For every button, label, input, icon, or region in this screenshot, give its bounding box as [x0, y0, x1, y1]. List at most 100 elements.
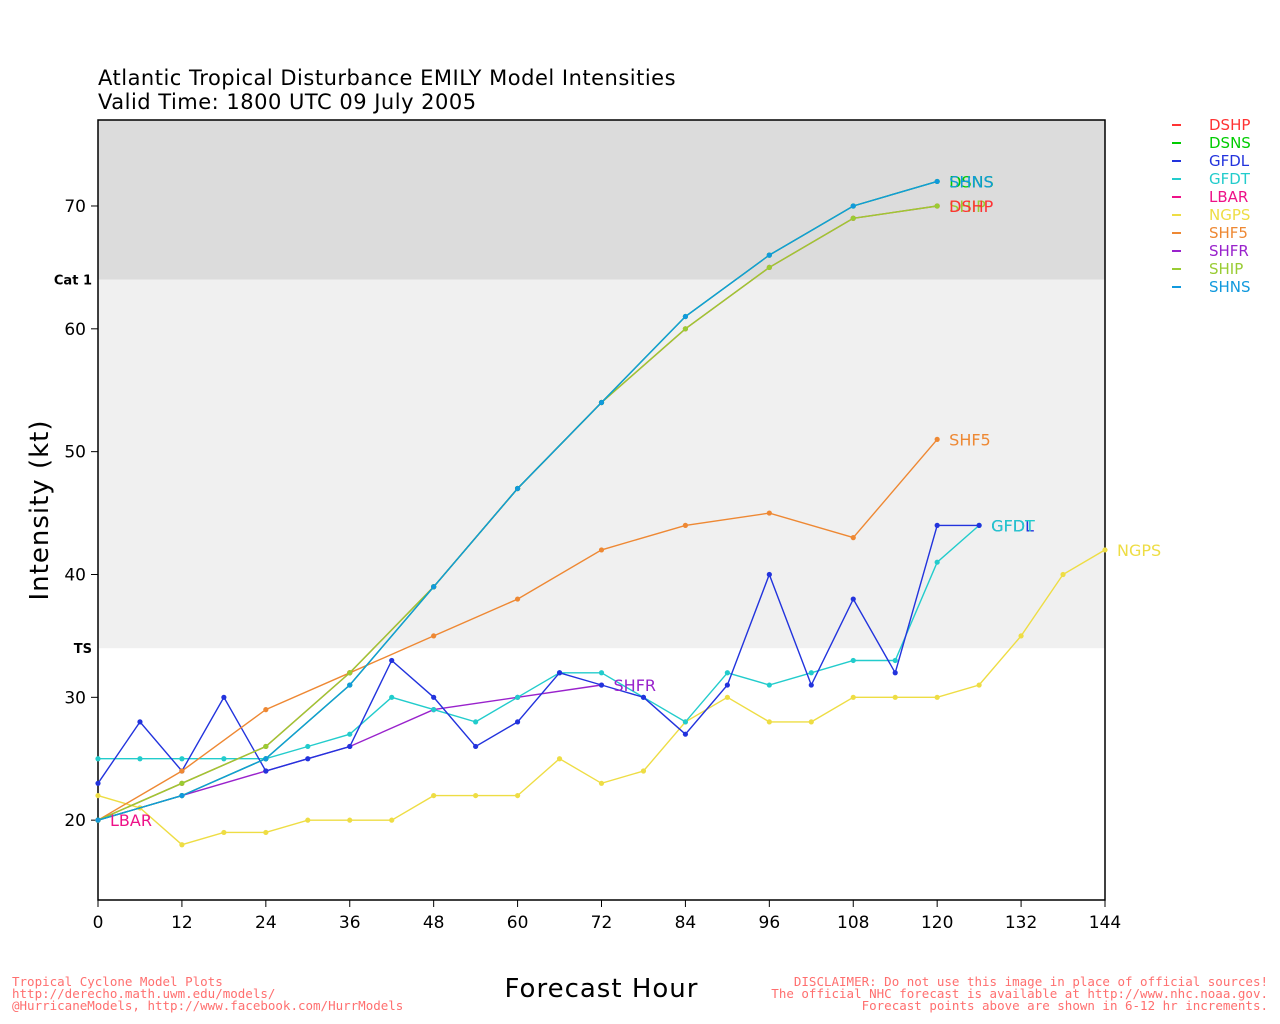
legend-item-shf5: SHF5 — [1172, 224, 1251, 242]
data-point-ngps — [598, 780, 605, 786]
data-point-gfdl — [934, 522, 940, 528]
y-tick-label: 70 — [64, 197, 86, 217]
x-tick-label: 24 — [255, 913, 277, 933]
legend-swatch — [1172, 250, 1181, 252]
legend-swatch — [1172, 268, 1181, 270]
series-line-shfr — [97, 684, 602, 821]
footer-credits: Tropical Cyclone Model Plots http://derec… — [12, 975, 404, 1013]
data-point-gfdl — [556, 670, 563, 676]
data-point-gfdl — [514, 719, 521, 725]
data-point-gfdl — [892, 670, 898, 676]
x-tick-label: 120 — [921, 913, 953, 933]
series-end-label: GFDT — [991, 516, 1035, 535]
data-point-shf5 — [850, 535, 856, 541]
x-tick-label: 84 — [675, 913, 697, 933]
legend-item-shfr: SHFR — [1172, 242, 1251, 260]
data-point-gfdt — [389, 694, 395, 700]
data-point-gfdl — [766, 571, 772, 578]
data-point-shf5 — [598, 547, 605, 553]
legend-label: SHF5 — [1209, 224, 1248, 242]
data-point-gfdl — [305, 756, 311, 762]
chart-subtitle: Valid Time: 1800 UTC 09 July 2005 — [98, 90, 477, 114]
data-point-gfdl — [263, 768, 269, 774]
legend-swatch — [1172, 124, 1181, 126]
legend-swatch — [1172, 286, 1181, 288]
data-point-shf5 — [766, 510, 772, 516]
data-point-ship — [682, 326, 689, 332]
x-tick-label: 96 — [759, 913, 781, 933]
legend-item-ngps: NGPS — [1172, 206, 1251, 224]
legend-item-gfdl: GFDL — [1172, 152, 1251, 170]
data-point-gfdt — [137, 756, 143, 762]
data-point-gfdl — [95, 780, 101, 786]
data-point-shns — [347, 682, 353, 688]
data-point-ngps — [808, 719, 814, 725]
data-point-gfdt — [347, 731, 353, 737]
data-point-shns — [682, 313, 689, 320]
tropical-storm-band — [98, 279, 1105, 649]
data-point-gfdl — [640, 694, 647, 700]
data-point-shf5 — [934, 436, 940, 442]
chart-title: Atlantic Tropical Disturbance EMILY Mode… — [98, 66, 677, 90]
data-point-gfdt — [934, 559, 940, 565]
footer-disclaimer-line: DISCLAIMER: Do not use this image in pla… — [793, 974, 1268, 989]
y-tick-label: 20 — [64, 811, 86, 831]
data-point-ngps — [934, 694, 940, 700]
legend-swatch — [1172, 232, 1181, 234]
data-point-ngps — [1018, 633, 1024, 639]
data-point-shf5 — [263, 707, 269, 713]
legend-label: SHFR — [1209, 242, 1249, 260]
footer-disclaimer: DISCLAIMER: Do not use this image in pla… — [771, 974, 1268, 1013]
data-point-ship — [850, 215, 856, 221]
footer-credits-line: @HurricaneModels, http://www.facebook.co… — [12, 998, 404, 1013]
x-tick-label: 0 — [93, 913, 104, 933]
data-point-gfdt — [431, 707, 437, 713]
data-point-gfdl — [850, 596, 856, 602]
y-tick-label: 50 — [64, 443, 86, 463]
data-point-ngps — [431, 792, 437, 799]
data-point-ship — [263, 743, 269, 750]
data-point-shf5 — [179, 768, 185, 774]
data-point-ngps — [305, 817, 311, 823]
legend-swatch — [1172, 142, 1181, 144]
data-point-ngps — [263, 829, 269, 836]
data-point-shns — [934, 178, 940, 185]
legend-label: GFDL — [1209, 152, 1250, 170]
footer-disclaimer-line: Forecast points above are shown in 6-12 … — [861, 998, 1268, 1013]
data-point-gfdl — [389, 657, 395, 664]
series-end-label: NGPS — [1117, 541, 1161, 560]
x-tick-label: 72 — [591, 913, 613, 933]
data-point-gfdl — [473, 743, 479, 750]
data-point-gfdt — [598, 670, 605, 676]
legend-item-ship: SHIP — [1172, 260, 1251, 278]
data-point-ngps — [766, 719, 772, 725]
data-point-gfdt — [724, 670, 730, 676]
series-end-label: DSHP — [949, 197, 994, 216]
data-point-gfdt — [892, 657, 898, 664]
data-point-ngps — [221, 829, 227, 836]
y-tick-label: 60 — [64, 320, 86, 340]
series-end-label: DSNS — [949, 172, 994, 191]
x-tick-label: 144 — [1089, 913, 1121, 933]
data-point-ngps — [473, 792, 479, 799]
legend-item-gfdt: GFDT — [1172, 170, 1251, 188]
series-end-label: SHIP — [949, 197, 986, 216]
data-point-shf5 — [514, 596, 521, 602]
x-tick-label: 48 — [423, 913, 445, 933]
data-point-ngps — [1102, 547, 1108, 553]
data-point-gfdt — [514, 694, 521, 700]
data-point-gfdt — [221, 756, 227, 762]
data-point-gfdl — [724, 682, 730, 688]
data-point-gfdl — [137, 719, 143, 725]
x-tick-label: 60 — [507, 913, 529, 933]
legend-item-lbar: LBAR — [1172, 188, 1251, 206]
x-tick-label: 132 — [1005, 913, 1037, 933]
data-point-gfdt — [95, 756, 101, 762]
data-point-ngps — [976, 682, 982, 688]
data-point-shns — [263, 756, 269, 762]
data-point-gfdt — [179, 756, 185, 762]
legend-label: NGPS — [1209, 206, 1251, 224]
data-point-gfdt — [682, 719, 689, 725]
legend-swatch — [1172, 196, 1181, 198]
